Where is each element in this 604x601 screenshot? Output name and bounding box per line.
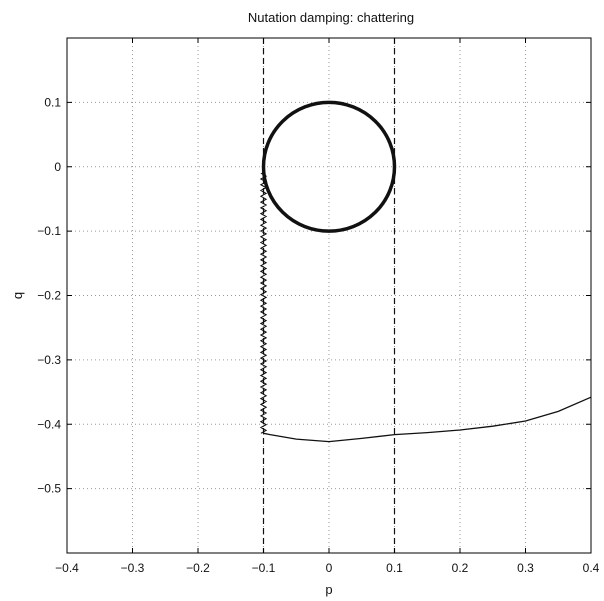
series-layer	[259, 100, 592, 443]
x-tick-label: 0.2	[452, 561, 469, 575]
x-axis-ticks: −0.4 −0.3 −0.2 −0.1 0 0.1 0.2 0.3 0.4	[55, 38, 600, 575]
y-tick-label: −0.5	[37, 482, 61, 496]
y-tick-label: 0	[54, 160, 61, 174]
limit-cycle-circle	[261, 100, 397, 233]
y-tick-label: 0.1	[44, 95, 61, 109]
y-tick-label: −0.2	[37, 289, 61, 303]
x-tick-label: −0.1	[252, 561, 276, 575]
x-tick-label: 0	[326, 561, 333, 575]
y-axis-ticks: 0.1 0 −0.1 −0.2 −0.3 −0.4 −0.5	[37, 95, 591, 496]
x-axis-label: p	[325, 582, 332, 597]
y-axis-label: q	[10, 292, 25, 299]
chart-title: Nutation damping: chattering	[248, 10, 414, 25]
plot-frame	[66, 37, 592, 554]
x-tick-label: 0.1	[386, 561, 403, 575]
x-tick-label: −0.4	[55, 561, 79, 575]
y-tick-label: −0.4	[37, 417, 61, 431]
trajectory-tail-line	[263, 396, 592, 443]
y-tick-label: −0.3	[37, 353, 61, 367]
grid	[67, 38, 591, 553]
x-tick-label: 0.4	[583, 561, 600, 575]
y-tick-label: −0.1	[37, 224, 61, 238]
reference-lines	[262, 38, 396, 553]
x-tick-label: 0.3	[517, 561, 534, 575]
x-tick-label: −0.3	[121, 561, 145, 575]
chattering-trajectory-line	[259, 172, 268, 434]
x-tick-label: −0.2	[186, 561, 210, 575]
